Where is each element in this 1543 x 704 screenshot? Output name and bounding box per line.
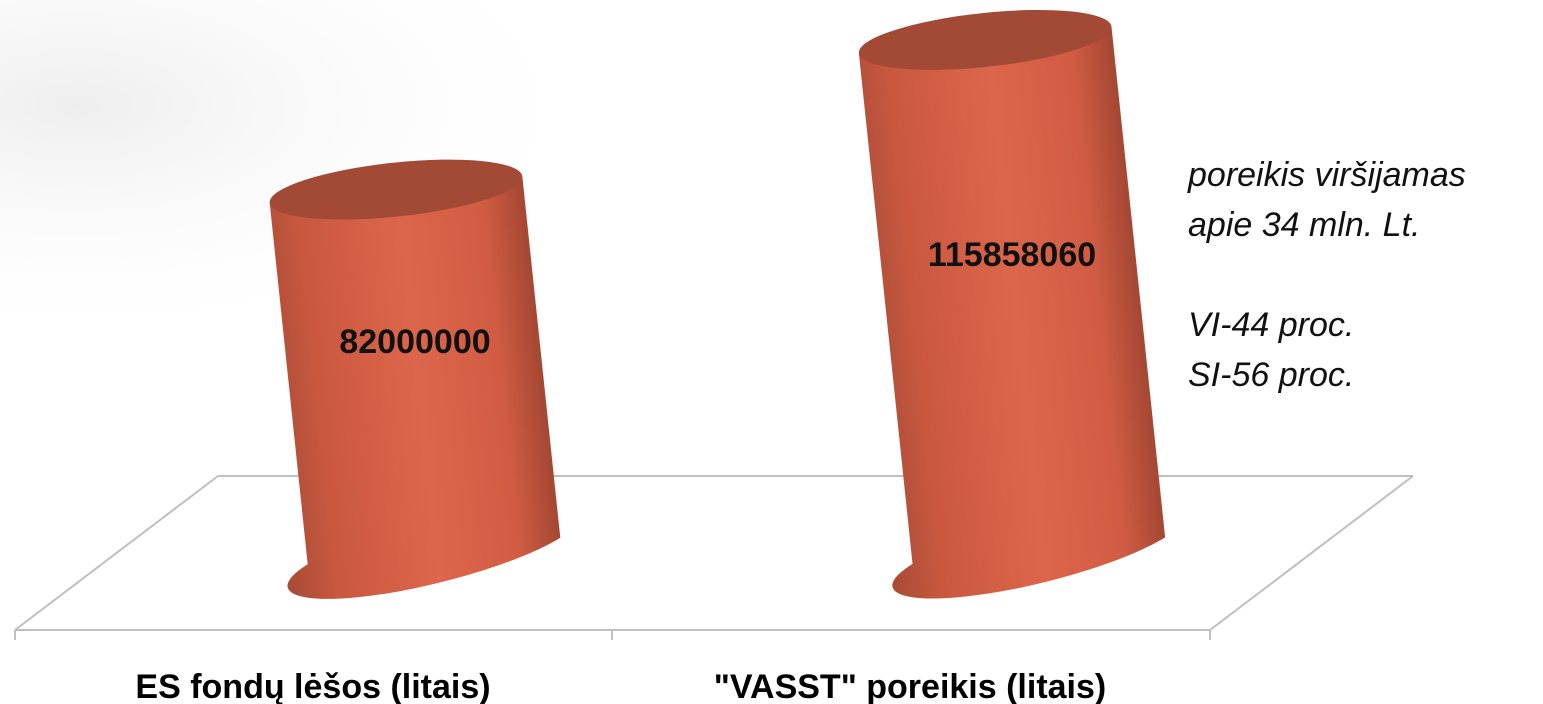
data-label: 115858060: [928, 236, 1096, 274]
bars-group: 82000000 115858060: [269, 9, 1166, 599]
bar-body: [269, 176, 561, 599]
annotation-line: VI-44 proc.: [1188, 306, 1355, 344]
bar-cylinder: 82000000: [269, 159, 561, 599]
floor-right-edge: [1209, 475, 1414, 631]
annotation-line: SI-56 proc.: [1188, 356, 1355, 394]
annotation-line: poreikis viršijamas: [1188, 156, 1466, 194]
annotation-line: apie 34 mln. Lt.: [1188, 206, 1421, 244]
data-label: 82000000: [339, 323, 490, 361]
category-label: ES fondų lėšos (litais): [135, 668, 490, 704]
category-label: "VASST" poreikis (litais): [714, 668, 1106, 704]
bar-body: [858, 26, 1166, 599]
bar-top: [269, 159, 523, 220]
bar-cylinder: 115858060: [858, 9, 1166, 599]
floor-left-edge: [14, 475, 219, 631]
annotation-gap: [1188, 250, 1538, 300]
annotation-note: poreikis viršijamas apie 34 mln. Lt. VI-…: [1188, 150, 1538, 400]
bar-top: [858, 9, 1112, 70]
